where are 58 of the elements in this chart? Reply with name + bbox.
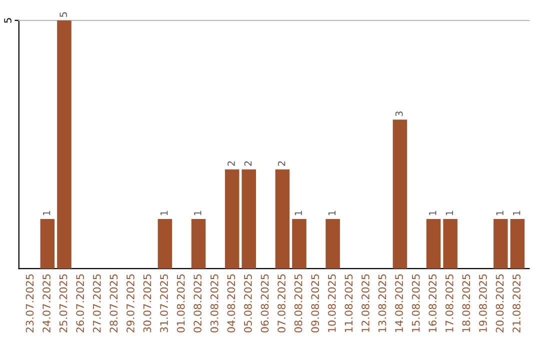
data-label: 3 [395,111,403,116]
x-tick-label: 06.08.2025 [260,274,269,332]
data-label: 1 [160,210,168,216]
x-tick-label: 02.08.2025 [194,274,202,332]
x-tick-label: 30.07.2025 [143,274,152,332]
x-tick-label: 12.08.2025 [362,274,370,332]
bar [426,218,441,269]
x-tick-label: 17.08.2025 [445,274,454,332]
data-label: 2 [244,161,252,166]
bar [242,169,256,269]
x-tick-label: 19.08.2025 [479,274,487,332]
x-tick-label: 28.07.2025 [110,274,118,332]
data-label: 1 [328,210,336,216]
x-tick-label: 03.08.2025 [210,274,218,332]
x-tick-label: 09.08.2025 [311,274,320,332]
bar [494,218,508,269]
data-label: 1 [429,210,436,216]
bar [224,169,240,269]
data-label: 2 [278,161,286,166]
x-tick-label: 23.07.2025 [26,274,34,332]
x-tick-label: 05.08.2025 [244,274,252,332]
x-tick-label: 15.08.2025 [412,274,420,332]
x-tick-label: 31.07.2025 [160,274,168,332]
bar [191,218,206,269]
x-tick-label: 20.08.2025 [496,274,504,332]
x-tick-label: 14.08.2025 [395,274,403,332]
bar [292,218,306,269]
bar [326,218,340,269]
x-tick-label: 29.07.2025 [126,274,134,332]
x-tick-label: 26.07.2025 [76,274,84,332]
data-label: 1 [496,210,504,216]
x-tick-label: 01.08.2025 [176,274,185,332]
data-label: 1 [294,210,302,216]
bar [158,218,172,269]
data-label: 5 [60,12,68,17]
data-label: 1 [513,210,520,216]
bar [40,218,55,269]
data-label: 1 [194,210,202,216]
bar [57,20,72,269]
x-tick-label: 11.08.2025 [344,274,353,332]
bar [443,218,458,269]
bar [510,218,525,269]
data-label: 2 [228,161,235,166]
x-tick-label: 04.08.2025 [227,274,236,332]
bar [392,120,408,269]
data-label: 1 [43,210,50,216]
data-label: 1 [446,210,453,216]
x-tick-label: 07.08.2025 [278,274,286,332]
x-tick-label: 24.07.2025 [42,274,50,332]
x-tick-label: 08.08.2025 [294,274,302,332]
bar [275,169,290,269]
x-tick-label: 27.07.2025 [92,274,101,332]
x-tick-label: 21.08.2025 [512,274,520,332]
x-tick-label: 25.07.2025 [59,274,68,332]
x-tick-label: 13.08.2025 [378,274,386,332]
x-tick-label: 16.08.2025 [428,274,437,332]
x-tick-label: 10.08.2025 [328,274,336,332]
x-tick-label: 18.08.2025 [462,274,470,332]
